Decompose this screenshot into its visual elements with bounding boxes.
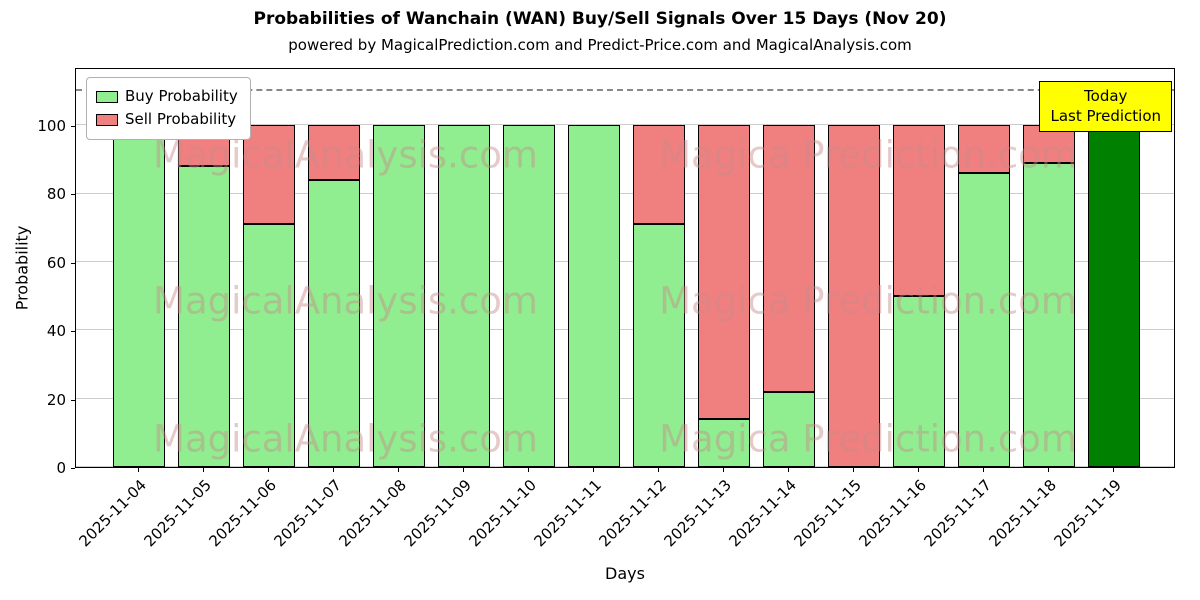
y-tick-mark [71, 331, 75, 333]
x-tick-label: 2025-11-15 [790, 476, 866, 551]
y-tick-label: 40 [46, 322, 66, 341]
bar-buy-segment-2025-11-09 [437, 125, 490, 467]
watermark-text-right-3: Magica Prediction.com [659, 417, 1077, 461]
x-tick-mark [592, 468, 594, 472]
watermark-text-left-3: MagicalAnalysis.com [153, 417, 538, 461]
x-tick-label: 2025-11-11 [530, 476, 606, 551]
bar-today-2025-11-19 [1087, 125, 1140, 467]
x-tick-mark [917, 468, 919, 472]
x-tick-mark [982, 468, 984, 472]
gridline-y100 [76, 124, 1174, 126]
bar-buy-segment-2025-11-10 [502, 125, 555, 467]
y-tick-mark [71, 262, 75, 264]
bar-sell-segment-2025-11-17 [957, 125, 1010, 173]
x-tick-mark [137, 468, 139, 472]
bar-buy-segment-2025-11-14 [762, 391, 815, 467]
gridline-y20 [76, 397, 1174, 399]
y-tick-mark [71, 126, 75, 128]
bar-buy-segment-2025-11-07 [307, 179, 360, 467]
bar-sell-segment-2025-11-12 [632, 125, 685, 225]
y-tick-mark [71, 468, 75, 469]
x-tick-mark [462, 468, 464, 472]
watermark-text-left-2: MagicalAnalysis.com [153, 279, 538, 323]
gridline-y60 [76, 260, 1174, 262]
x-tick-mark [722, 468, 724, 472]
x-tick-mark [657, 468, 659, 472]
x-tick-label: 2025-11-12 [595, 476, 671, 551]
y-tick-label: 0 [56, 459, 66, 477]
bar-buy-segment-2025-11-04 [112, 125, 165, 467]
legend-buy-label: Buy Probability [125, 87, 238, 105]
watermark-text-right-1: Magica Prediction.com [659, 133, 1077, 177]
y-tick-mark [71, 399, 75, 401]
bar-sell-segment-2025-11-06 [242, 125, 295, 225]
x-tick-label: 2025-11-05 [140, 476, 216, 551]
plot-area: MagicalAnalysis.com Magica Prediction.com… [75, 68, 1175, 468]
legend-sell-label: Sell Probability [125, 110, 237, 129]
x-tick-label: 2025-11-04 [75, 476, 151, 551]
annotation-line2: Last Prediction [1050, 107, 1161, 126]
bar-buy-segment-2025-11-06 [242, 224, 295, 467]
bar-sell-segment-2025-11-07 [307, 125, 360, 180]
x-axis-label: Days [605, 564, 645, 583]
bar-sell-segment-2025-11-14 [762, 125, 815, 392]
x-tick-mark [852, 468, 854, 472]
bar-sell-segment-2025-11-15 [827, 125, 880, 467]
x-tick-label: 2025-11-14 [725, 476, 801, 551]
x-tick-label: 2025-11-17 [920, 476, 996, 551]
legend-buy-swatch [96, 90, 118, 103]
bar-buy-segment-2025-11-18 [1022, 162, 1075, 467]
bar-buy-segment-2025-11-08 [372, 125, 425, 467]
bar-buy-segment-2025-11-11 [567, 125, 620, 467]
legend-sell-swatch [96, 113, 118, 126]
y-tick-label: 20 [46, 390, 66, 409]
x-tick-label: 2025-11-10 [465, 476, 541, 551]
x-tick-mark [1112, 468, 1114, 472]
x-tick-mark [397, 468, 399, 472]
y-tick-label: 100 [37, 117, 66, 136]
today-annotation: Today Last Prediction [1039, 81, 1172, 132]
bar-sell-segment-2025-11-16 [892, 125, 945, 297]
x-tick-mark [332, 468, 334, 472]
legend-item-buy: Buy Probability [96, 85, 238, 108]
bar-buy-segment-2025-11-13 [697, 419, 750, 467]
bar-buy-segment-2025-11-16 [892, 296, 945, 467]
x-tick-mark [267, 468, 269, 472]
x-tick-label: 2025-11-08 [335, 476, 411, 551]
bar-buy-segment-2025-11-17 [957, 172, 1010, 467]
y-tick-label: 80 [46, 185, 66, 204]
bar-buy-segment-2025-11-05 [177, 166, 230, 467]
chart-subtitle: powered by MagicalPrediction.com and Pre… [288, 36, 912, 54]
x-tick-label: 2025-11-19 [1050, 476, 1126, 551]
y-tick-mark [71, 194, 75, 196]
x-tick-mark [787, 468, 789, 472]
x-tick-mark [1047, 468, 1049, 472]
x-tick-mark [202, 468, 204, 472]
x-tick-mark [527, 468, 529, 472]
x-tick-label: 2025-11-09 [400, 476, 476, 551]
chart-title: Probabilities of Wanchain (WAN) Buy/Sell… [253, 9, 947, 29]
watermark-text-left-1: MagicalAnalysis.com [153, 133, 538, 177]
watermark-text-right-2: Magica Prediction.com [659, 279, 1077, 323]
threshold-dashed-line [76, 88, 1174, 91]
x-tick-label: 2025-11-07 [270, 476, 346, 551]
x-tick-label: 2025-11-06 [205, 476, 281, 551]
x-tick-label: 2025-11-18 [985, 476, 1061, 551]
gridline-y0 [76, 466, 1174, 467]
gridline-y40 [76, 329, 1174, 331]
annotation-line1: Today [1084, 87, 1128, 105]
y-tick-label: 60 [46, 253, 66, 272]
bar-sell-segment-2025-11-13 [697, 125, 750, 420]
x-tick-label: 2025-11-16 [855, 476, 931, 551]
x-tick-label: 2025-11-13 [660, 476, 736, 551]
gridline-y80 [76, 192, 1174, 194]
legend: Buy Probability Sell Probability [86, 77, 251, 140]
legend-item-sell: Sell Probability [96, 108, 238, 131]
bar-buy-segment-2025-11-12 [632, 224, 685, 467]
